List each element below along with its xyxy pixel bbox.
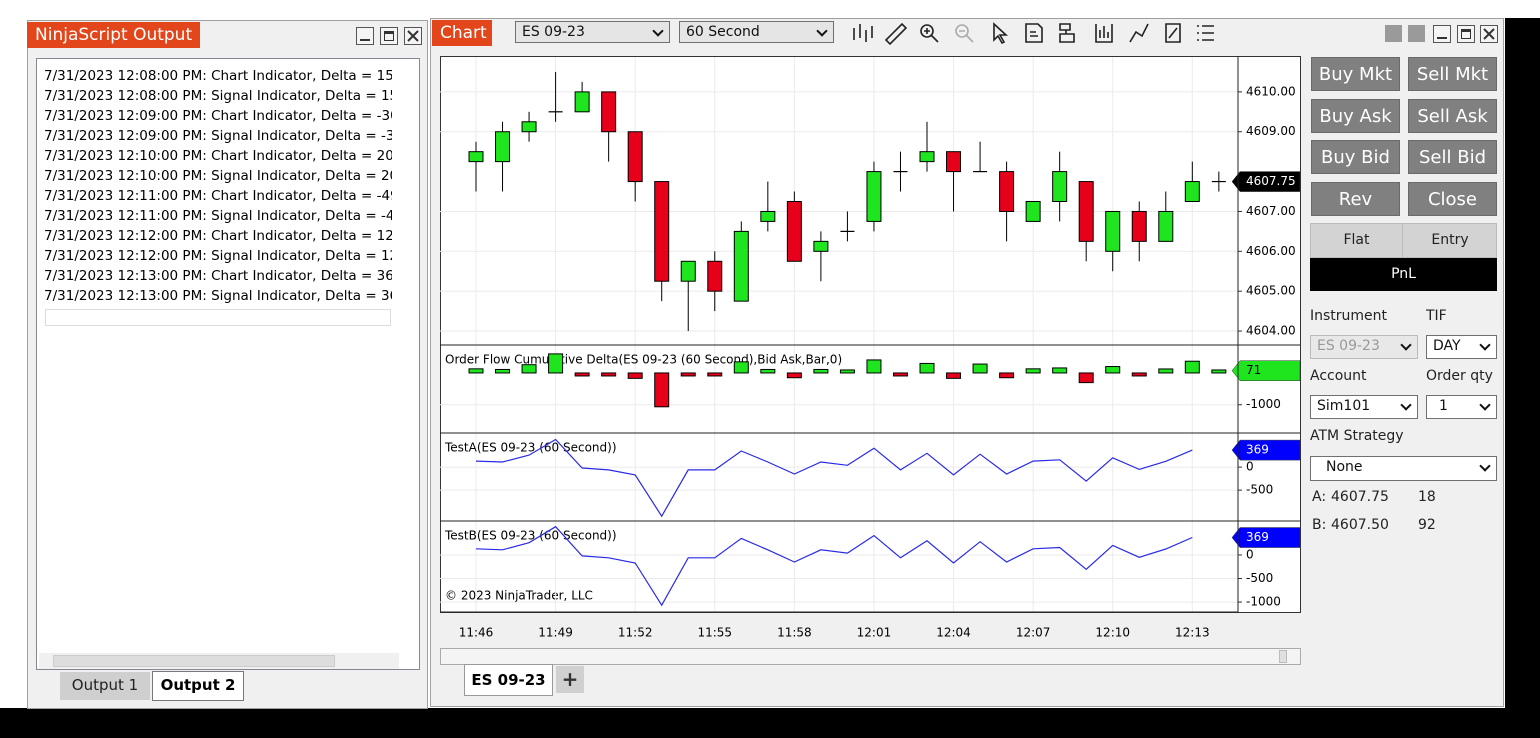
toolbar <box>853 22 1214 46</box>
instrument-select[interactable]: ES 09-23 <box>1310 335 1418 359</box>
link-button[interactable] <box>1408 25 1425 42</box>
minimize-button[interactable] <box>356 27 374 45</box>
order-button[interactable]: Buy Bid <box>1311 140 1400 175</box>
scroll-thumb[interactable] <box>53 655 335 667</box>
interval-select[interactable]: 60 Second <box>679 21 834 43</box>
templates-icon[interactable] <box>1059 23 1075 43</box>
output-tab[interactable]: Output 1 <box>60 672 150 700</box>
close-icon <box>407 30 419 42</box>
output-line: 7/31/2023 12:08:00 PM: Signal Indicator,… <box>44 88 392 104</box>
strategies-icon[interactable] <box>1095 24 1113 43</box>
output-line: 7/31/2023 12:08:00 PM: Chart Indicator, … <box>44 68 392 84</box>
bid-size: 92 <box>1418 517 1436 533</box>
order-button[interactable]: Buy Ask <box>1311 98 1400 133</box>
output-line: 7/31/2023 12:09:00 PM: Chart Indicator, … <box>44 108 392 124</box>
output-line: 7/31/2023 12:11:00 PM: Signal Indicator,… <box>44 208 392 224</box>
minimize-button[interactable] <box>1433 25 1451 43</box>
output-text-box[interactable]: 7/31/2023 12:08:00 PM: Chart Indicator, … <box>36 58 420 670</box>
position-box <box>1310 223 1497 258</box>
desktop-bg <box>1335 0 1505 18</box>
pnl: PnL <box>1310 258 1497 291</box>
account-label: Account <box>1310 368 1367 384</box>
ask-price: 4607.75 <box>1331 489 1389 505</box>
instrument-select[interactable]: ES 09-23 <box>515 21 670 43</box>
chart-scrollbar[interactable] <box>440 648 1301 665</box>
position: Flat <box>1343 232 1370 248</box>
window-title: Chart <box>432 20 492 46</box>
atm-label: ATM Strategy <box>1310 428 1404 444</box>
bid-label: B: <box>1312 517 1327 533</box>
output-line: 7/31/2023 12:10:00 PM: Chart Indicator, … <box>44 148 392 164</box>
chart-area[interactable] <box>440 56 1301 613</box>
output-tab-active[interactable]: Output 2 <box>152 671 244 701</box>
order-button[interactable]: Sell Bid <box>1408 140 1497 175</box>
pointer-icon[interactable] <box>993 22 1009 45</box>
qty-label: Order qty <box>1426 368 1493 384</box>
order-button[interactable]: Close <box>1408 182 1497 217</box>
indicators-icon[interactable] <box>1129 23 1149 43</box>
close-button[interactable] <box>404 27 422 45</box>
output-line: 7/31/2023 12:13:00 PM: Signal Indicator,… <box>44 288 392 304</box>
close-icon <box>1483 28 1495 40</box>
desktop-bg <box>0 708 1540 738</box>
divider <box>1402 223 1403 258</box>
data-box-icon[interactable] <box>1025 23 1043 43</box>
output-lines: 7/31/2023 12:08:00 PM: Chart Indicator, … <box>44 66 392 306</box>
qty-input[interactable]: 1 <box>1426 395 1497 419</box>
order-button[interactable]: Buy Mkt <box>1311 57 1400 91</box>
atm-select[interactable]: None <box>1310 456 1497 481</box>
zoom-out-icon[interactable] <box>955 24 969 38</box>
scroll-thumb[interactable] <box>1279 650 1287 663</box>
order-button[interactable]: Rev <box>1311 182 1400 217</box>
chart-tab[interactable]: ES 09-23 <box>464 664 553 696</box>
ask-size: 18 <box>1418 489 1436 505</box>
maximize-button[interactable] <box>1457 25 1475 43</box>
close-button[interactable] <box>1480 25 1498 43</box>
link-button[interactable] <box>1385 25 1402 42</box>
output-line: 7/31/2023 12:12:00 PM: Signal Indicator,… <box>44 248 392 264</box>
account-select[interactable]: Sim101 <box>1310 395 1418 419</box>
tif-select[interactable]: DAY <box>1426 335 1497 359</box>
output-line: 7/31/2023 12:10:00 PM: Signal Indicator,… <box>44 168 392 184</box>
output-line: 7/31/2023 12:13:00 PM: Chart Indicator, … <box>44 268 392 284</box>
entry: Entry <box>1431 232 1469 248</box>
instrument-label: Instrument <box>1310 308 1388 324</box>
order-button[interactable]: Sell Ask <box>1408 98 1497 133</box>
bid-price: 4607.50 <box>1331 517 1389 533</box>
zoom-in-icon[interactable] <box>920 24 934 38</box>
input-box[interactable] <box>45 309 391 326</box>
tif-label: TIF <box>1426 308 1447 324</box>
order-button[interactable]: Sell Mkt <box>1408 57 1497 91</box>
add-tab-button[interactable]: + <box>556 666 584 693</box>
properties-icon[interactable] <box>1165 23 1181 43</box>
h-scrollbar[interactable] <box>39 653 399 669</box>
window-title: NinjaScript Output <box>27 22 200 48</box>
draw-icon[interactable] <box>884 22 908 46</box>
output-line: 7/31/2023 12:09:00 PM: Signal Indicator,… <box>44 128 392 144</box>
menu-icon[interactable] <box>1197 25 1214 41</box>
desktop-bg <box>1505 18 1540 738</box>
ask-label: A: <box>1312 489 1327 505</box>
bars-icon[interactable] <box>853 24 873 42</box>
maximize-button[interactable] <box>380 27 398 45</box>
output-line: 7/31/2023 12:11:00 PM: Chart Indicator, … <box>44 188 392 204</box>
output-line: 7/31/2023 12:12:00 PM: Chart Indicator, … <box>44 228 392 244</box>
